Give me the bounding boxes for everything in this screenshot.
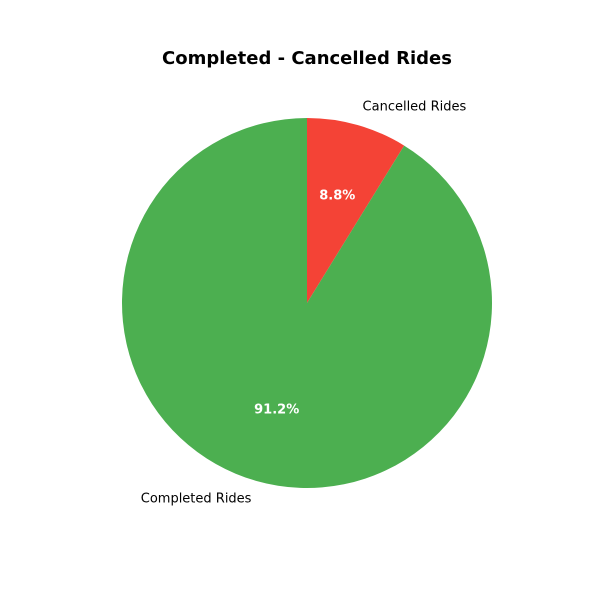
slice-label-cancelled-rides: Cancelled Rides <box>363 100 467 115</box>
chart-title: Completed - Cancelled Rides <box>162 48 452 69</box>
slice-percent-completed-rides: 91.2% <box>254 402 299 417</box>
pie-slices <box>122 118 493 488</box>
pie-labels: Cancelled Rides 8.8% Completed Rides 91.2% <box>141 100 467 507</box>
pie-slice-completed-rides <box>122 118 493 488</box>
slice-label-completed-rides: Completed Rides <box>141 491 252 506</box>
slice-percent-cancelled-rides: 8.8% <box>319 189 355 204</box>
pie-slice-cancelled-rides <box>307 118 405 303</box>
